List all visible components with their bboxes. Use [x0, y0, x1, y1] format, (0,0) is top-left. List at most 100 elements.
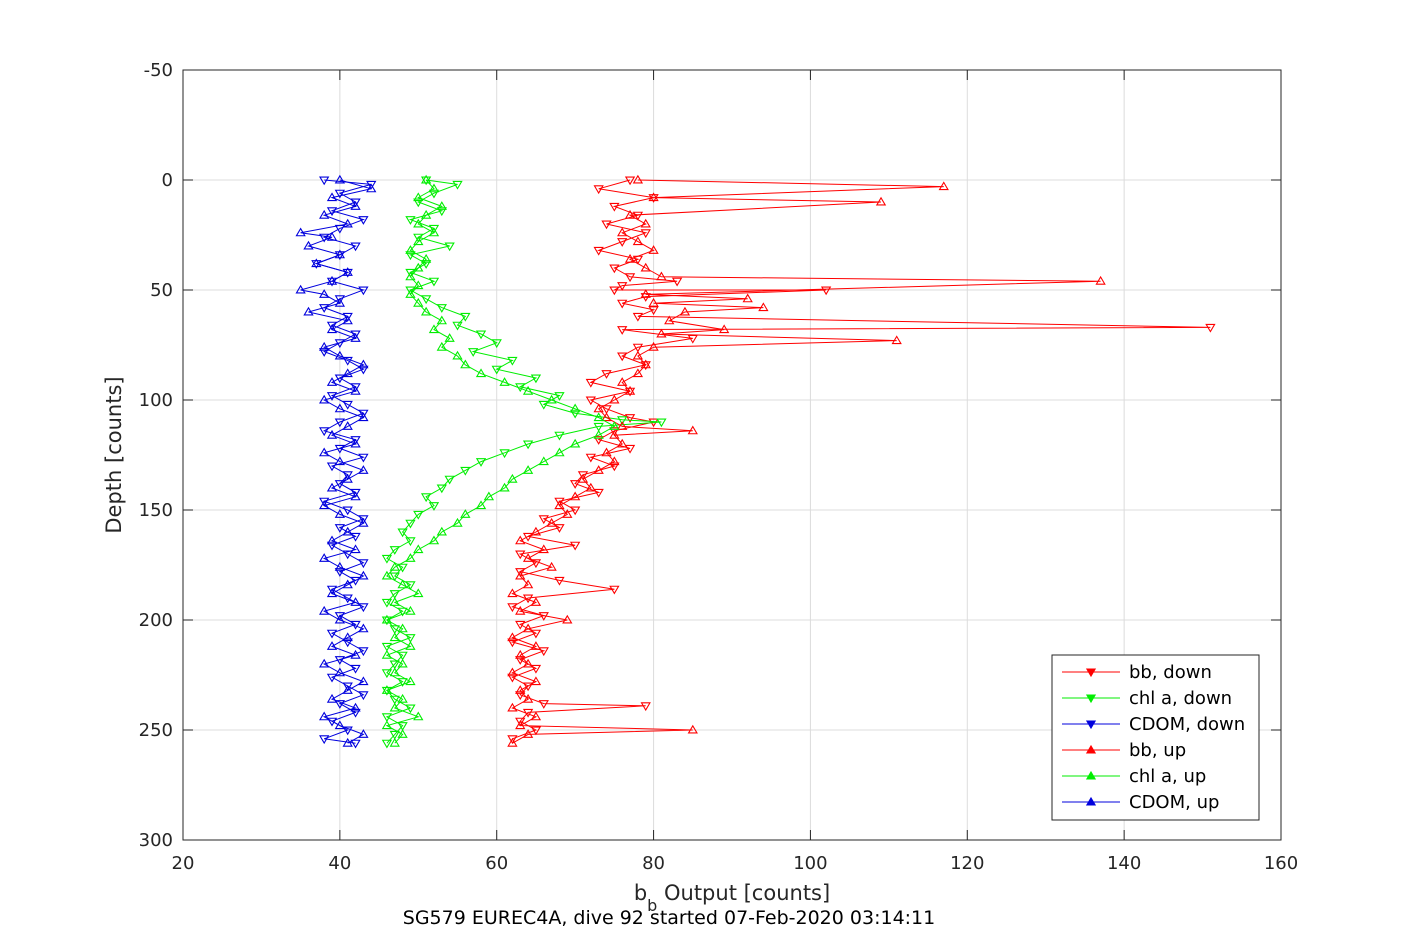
data-point: [617, 352, 628, 362]
data-point: [640, 289, 651, 298]
data-point: [342, 526, 353, 536]
data-point: [640, 229, 651, 239]
data-point: [515, 535, 526, 545]
data-point: [381, 554, 393, 564]
plot-area-frame: [182, 69, 1282, 841]
data-point: [436, 484, 447, 494]
data-point: [617, 282, 628, 291]
data-point: [342, 471, 353, 481]
legend-label: chl a, down: [1129, 688, 1232, 709]
data-point: [522, 729, 534, 738]
data-point: [413, 588, 424, 598]
x-tick-label: 100: [793, 853, 827, 874]
data-point: [562, 614, 573, 624]
data-point: [334, 612, 346, 621]
data-point: [326, 482, 338, 492]
data-point: [687, 724, 698, 734]
data-point: [420, 253, 432, 263]
data-point: [405, 676, 416, 686]
data-point: [397, 563, 408, 573]
x-tick-label: 140: [1107, 853, 1141, 874]
data-point: [342, 579, 353, 589]
data-point: [507, 735, 518, 745]
data-point: [617, 438, 628, 448]
data-point: [515, 550, 526, 560]
data-point: [585, 482, 596, 492]
data-point: [562, 509, 573, 518]
data-point: [428, 324, 440, 334]
data-point: [522, 623, 534, 633]
data-point: [428, 535, 440, 545]
data-point: [319, 497, 330, 507]
data-point: [405, 268, 416, 278]
data-point: [319, 394, 330, 404]
data-point: [475, 368, 487, 378]
data-point: [358, 216, 369, 225]
data-point: [413, 711, 424, 721]
data-point: [609, 456, 620, 466]
tick-labels: 20 40 60 80 100 120 140 160 -50 0 50 100 150 200 250 30…: [139, 60, 1299, 874]
data-point: [515, 568, 526, 577]
data-point: [593, 465, 604, 474]
data-point: [319, 233, 330, 243]
data-point: [687, 425, 698, 435]
data-point: [350, 438, 361, 448]
data-point: [350, 201, 361, 210]
data-point: [303, 306, 314, 316]
data-point: [397, 678, 408, 687]
data-point: [381, 720, 393, 730]
data-point: [350, 544, 361, 554]
data-point: [530, 726, 542, 736]
data-point: [522, 553, 534, 562]
data-point: [319, 427, 330, 437]
y-tick-label: 100: [139, 390, 173, 411]
legend-entry-bb-up: bb, up: [1062, 740, 1186, 761]
data-point: [350, 532, 361, 542]
legend-label: bb, up: [1129, 740, 1186, 761]
data-point: [475, 330, 487, 340]
data-point: [319, 341, 330, 351]
data-point: [342, 726, 353, 736]
data-point: [326, 693, 338, 703]
data-point: [609, 429, 620, 439]
y-tick-label: 200: [139, 610, 173, 631]
data-point: [593, 403, 604, 413]
data-point: [515, 570, 526, 580]
data-point: [585, 396, 596, 406]
legend-marker: [1085, 720, 1097, 730]
data-point: [405, 553, 416, 562]
data-point: [679, 306, 691, 316]
data-point: [358, 623, 369, 633]
data-point: [569, 403, 581, 413]
data-point: [326, 588, 338, 598]
data-point: [648, 192, 659, 202]
data-point: [334, 614, 346, 624]
data-point: [319, 658, 330, 668]
data-point: [436, 526, 447, 536]
data-point: [538, 515, 549, 525]
y-tick-label: 250: [139, 720, 173, 741]
data-point: [350, 702, 361, 712]
data-point: [342, 473, 353, 483]
data-point: [342, 506, 353, 516]
data-point: [342, 218, 353, 228]
data-point: [648, 297, 659, 307]
data-point: [389, 572, 400, 582]
data-point: [640, 262, 651, 272]
legend-marker: [1085, 744, 1097, 754]
data-point: [632, 368, 644, 378]
series-chl-a-down: [381, 176, 667, 749]
data-point: [601, 447, 612, 457]
data-point: [389, 632, 400, 642]
data-point: [381, 570, 393, 580]
data-point: [420, 209, 432, 219]
data-point: [405, 286, 416, 296]
data-point: [444, 242, 455, 252]
data-point: [358, 647, 369, 657]
data-point: [624, 273, 636, 283]
data-point: [389, 625, 400, 635]
data-point: [671, 277, 683, 287]
y-tick-label: 0: [162, 170, 173, 191]
data-point: [358, 409, 369, 419]
